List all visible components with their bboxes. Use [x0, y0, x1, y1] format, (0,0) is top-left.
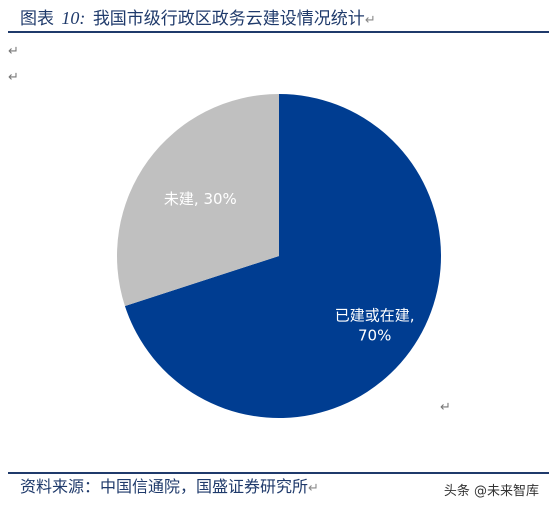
- watermark: 头条 @未来智库: [439, 478, 543, 501]
- bottom-rule: [8, 472, 549, 474]
- source-text: 资料来源：中国信通院，国盛证券研究所: [20, 477, 309, 496]
- figure-prefix: 图表: [20, 9, 54, 29]
- pie-slice-not-built: [116, 94, 279, 307]
- paragraph-mark-icon: ↵: [440, 400, 451, 415]
- paragraph-mark-icon: ↵: [8, 70, 19, 85]
- return-mark-icon: ↵: [308, 481, 319, 496]
- pie-slice-built: [124, 94, 441, 419]
- figure-title: 图表 10: 我国市级行政区政务云建设情况统计↵: [20, 6, 376, 30]
- figure-title-text: 我国市级行政区政务云建设情况统计: [92, 9, 365, 29]
- figure-number: 10:: [61, 8, 86, 28]
- return-mark-icon: ↵: [364, 13, 376, 28]
- data-label-built: 已建或在建, 70%: [335, 307, 415, 345]
- top-rule: [8, 31, 549, 33]
- source-note: 资料来源：中国信通院，国盛证券研究所↵: [20, 475, 319, 501]
- paragraph-mark-icon: ↵: [8, 44, 19, 59]
- data-label-not-built: 未建, 30%: [164, 190, 237, 208]
